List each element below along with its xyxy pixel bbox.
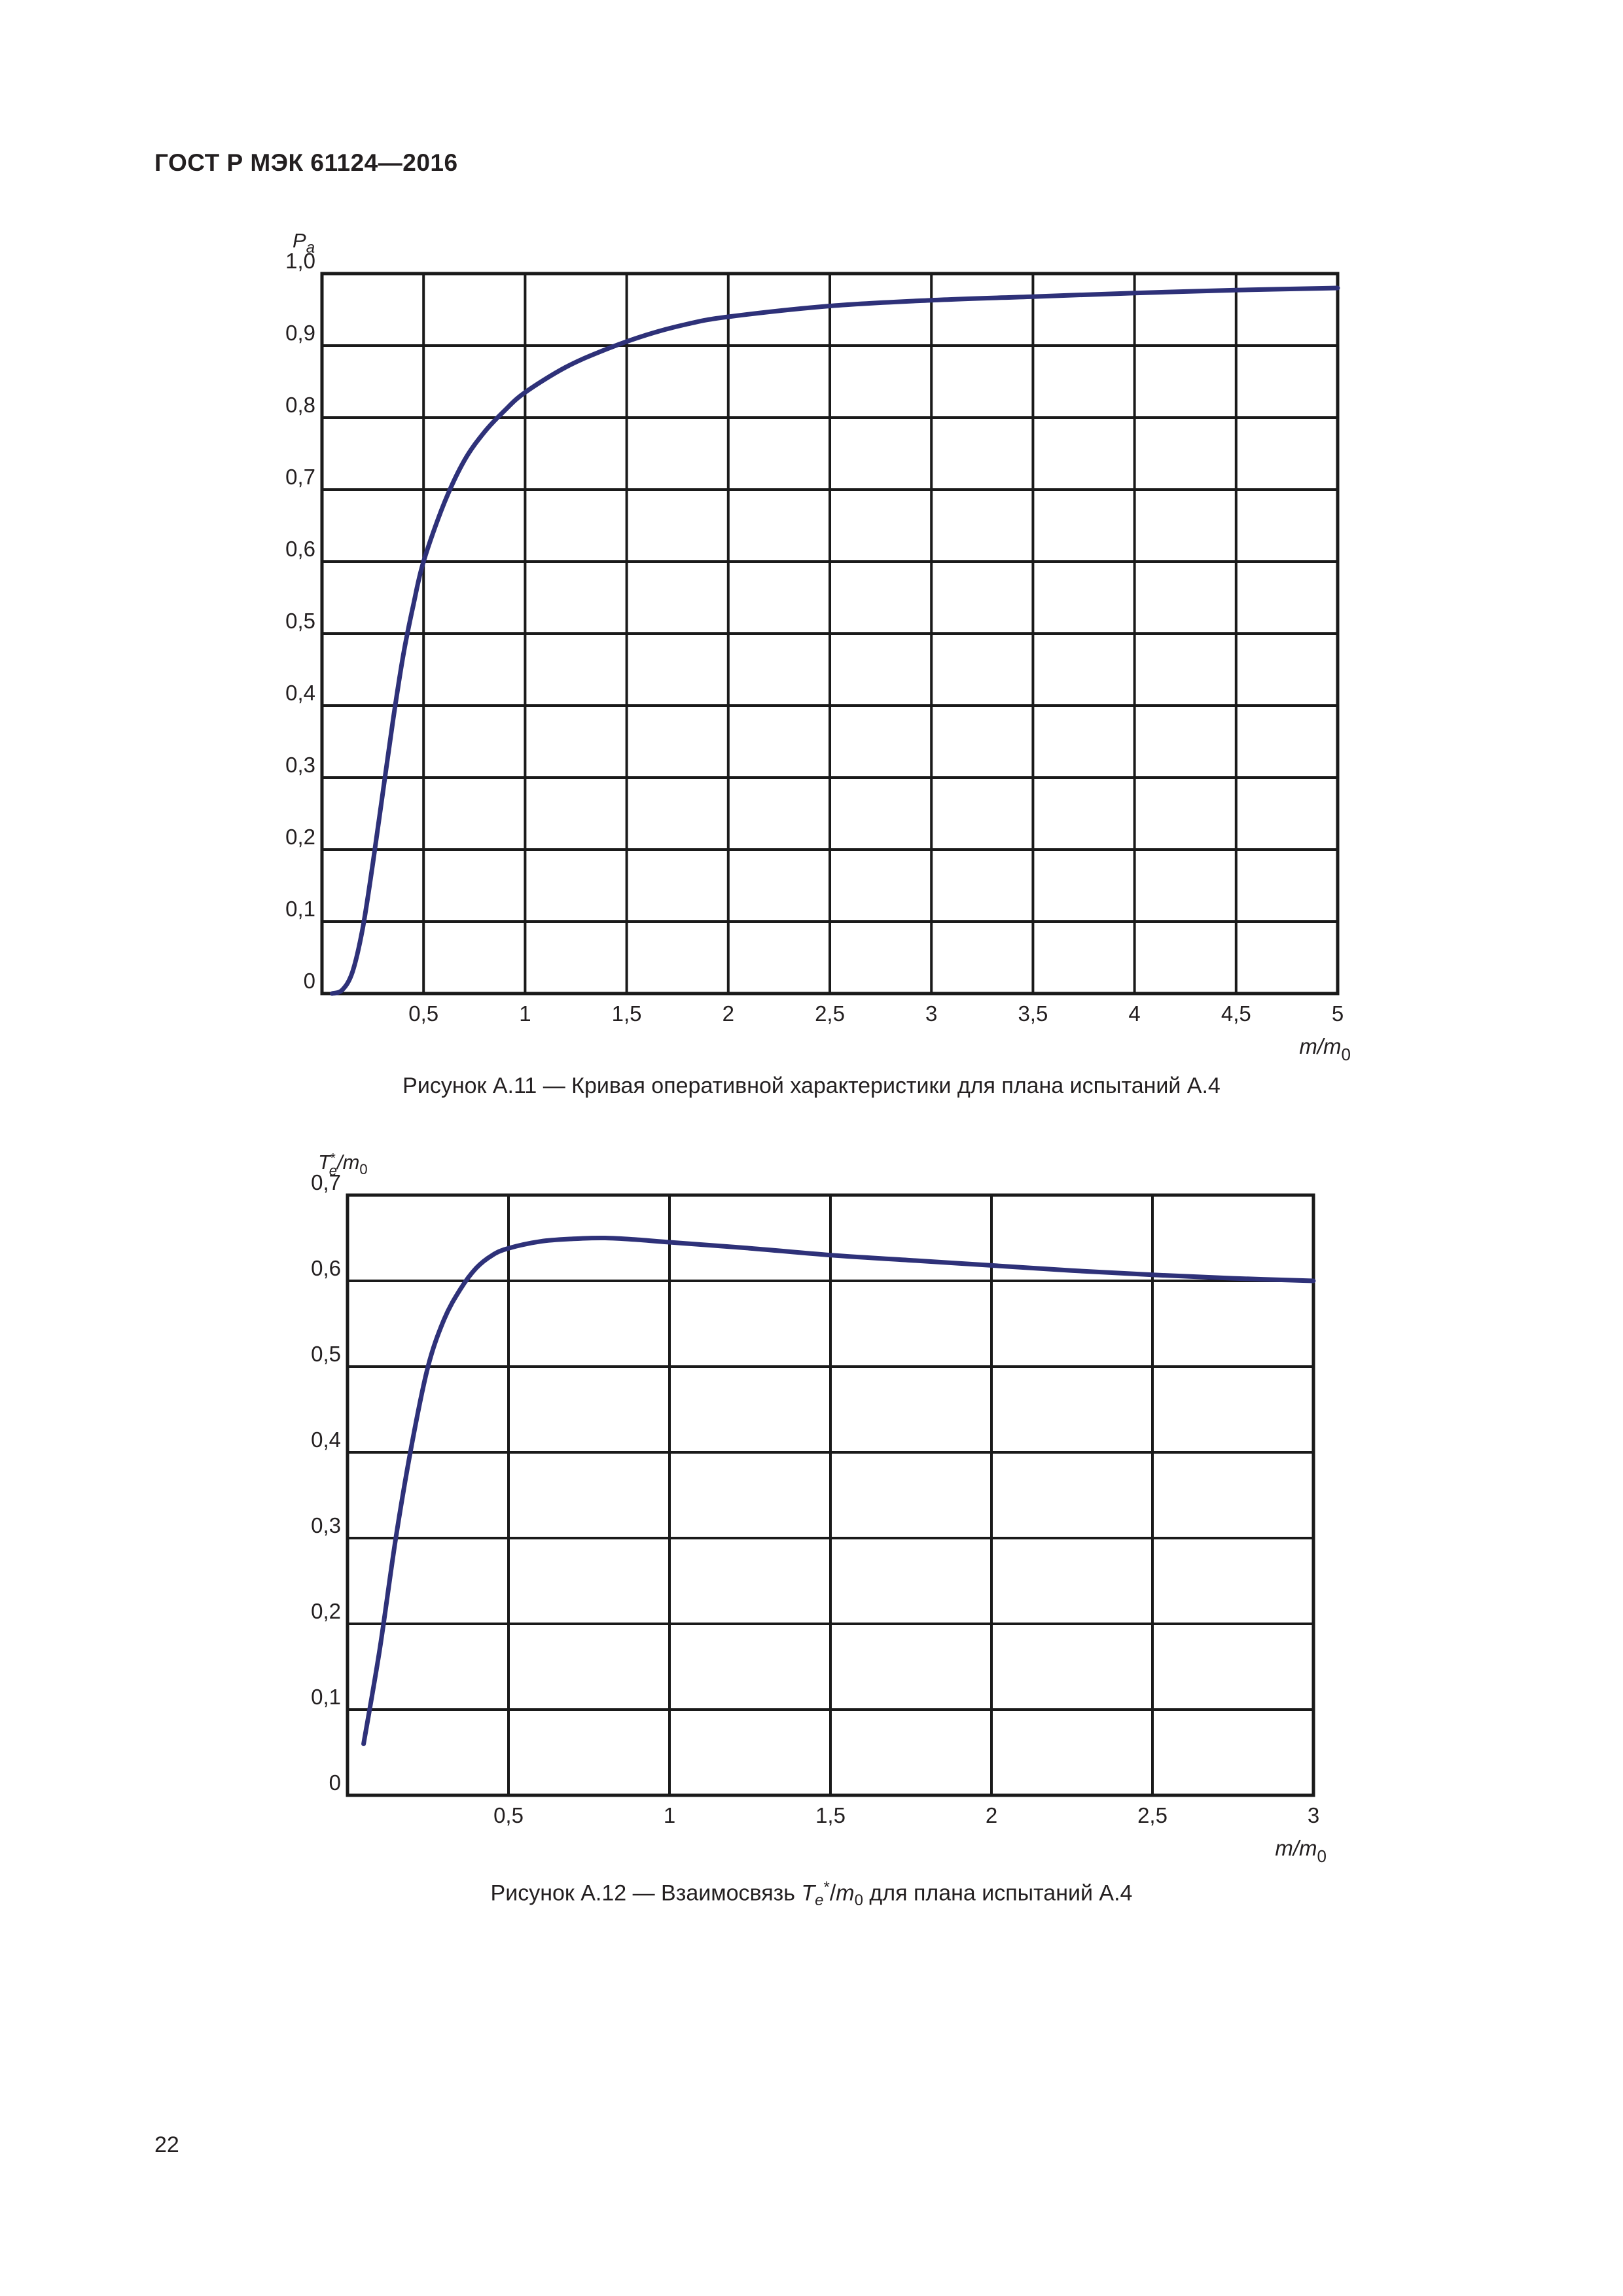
figure-a12-caption: Рисунок А.12 — Взаимосвязь Te*/m0 для пл… bbox=[0, 1878, 1623, 1910]
x-tick-label: 0,5 bbox=[493, 1803, 524, 1827]
chart-operating-characteristic: 0 0,1 0,2 0,3 0,4 0,5 0,6 0,7 0,8 0,9 1,0 0,5 1 1,5 2 2… bbox=[285, 229, 1351, 1064]
x-tick-label: 1,5 bbox=[815, 1803, 846, 1827]
x-axis-label-sub: 0 bbox=[1342, 1045, 1351, 1064]
y-tick-label: 0,3 bbox=[285, 753, 315, 777]
x-tick-label: 2 bbox=[986, 1803, 997, 1827]
y-tick-label: 0,2 bbox=[311, 1599, 341, 1623]
x-tick-label: 2,5 bbox=[1137, 1803, 1168, 1827]
y-axis-label: T* e/m0 bbox=[318, 1151, 368, 1179]
caption-suffix: для плана испытаний А.4 bbox=[863, 1880, 1133, 1906]
x-axis-label-sub: 0 bbox=[1317, 1846, 1327, 1866]
y-tick-label: 0,9 bbox=[285, 321, 315, 345]
x-axis-label-main: m/m bbox=[1299, 1034, 1341, 1058]
y-tick-label: 0,6 bbox=[311, 1256, 341, 1280]
x-tick-label: 1 bbox=[519, 1001, 531, 1026]
figure-a11-caption: Рисунок А.11 — Кривая оперативной характ… bbox=[402, 1073, 1221, 1098]
y-axis-label-rest-sub: 0 bbox=[359, 1161, 367, 1177]
y-tick-label: 0,5 bbox=[285, 609, 315, 633]
chart-te-ratio: 00,10,20,30,40,50,60,70,5 1 1,5 2 2,5 3m/m0T*… bbox=[311, 1151, 1327, 1866]
y-tick-label: 0,1 bbox=[285, 897, 315, 921]
x-tick-label: 4 bbox=[1128, 1001, 1140, 1026]
y-tick-label: 0,2 bbox=[285, 825, 315, 849]
y-axis-label-main: T bbox=[318, 1151, 332, 1174]
x-tick-label: 3 bbox=[1308, 1803, 1319, 1827]
y-tick-label: 0 bbox=[304, 969, 315, 993]
x-tick-label: 5 bbox=[1332, 1001, 1344, 1026]
y-tick-label: 1,0 bbox=[285, 249, 315, 273]
y-tick-label: 0,7 bbox=[311, 1170, 341, 1194]
y-tick-label: 0,6 bbox=[285, 537, 315, 561]
y-axis-label-sub: e bbox=[329, 1162, 337, 1179]
y-tick-label: 0 bbox=[329, 1770, 341, 1795]
caption-m: m bbox=[836, 1880, 855, 1906]
y-axis-label-sup: * bbox=[330, 1151, 336, 1166]
caption-var-sub: e bbox=[815, 1892, 824, 1910]
y-tick-label: 0,4 bbox=[285, 681, 315, 705]
series-line bbox=[361, 1235, 1316, 1746]
x-tick-label: 4,5 bbox=[1221, 1001, 1251, 1026]
x-tick-label: 3,5 bbox=[1018, 1001, 1048, 1026]
caption-prefix: Рисунок А.12 — Взаимосвязь bbox=[490, 1880, 802, 1906]
x-tick-label: 3 bbox=[925, 1001, 937, 1026]
grid bbox=[322, 272, 1339, 995]
caption-m-sub: 0 bbox=[854, 1892, 863, 1910]
caption-var: T bbox=[801, 1880, 815, 1906]
y-tick-label: 0,8 bbox=[285, 393, 315, 417]
x-axis-label: m/m0 bbox=[1275, 1836, 1327, 1866]
y-tick-label: 0,7 bbox=[285, 465, 315, 489]
x-tick-label: 2,5 bbox=[815, 1001, 845, 1026]
y-axis-label-sub: a bbox=[306, 239, 315, 257]
y-axis-label: Pa bbox=[293, 229, 315, 257]
y-tick-label: 0,1 bbox=[311, 1685, 341, 1709]
grid bbox=[348, 1194, 1315, 1797]
x-tick-label: 1,5 bbox=[612, 1001, 642, 1026]
x-axis-label-main: m/m bbox=[1275, 1836, 1317, 1860]
plot-frame bbox=[346, 1193, 1315, 1797]
figure-a12: 0 0,1 0,2 0,3 0,4 0,5 0,6 0,7 0,5 1 1,5 2 2,5 3 m/m0 T*… bbox=[0, 1126, 1623, 1950]
figure-a11: 0 0,1 0,2 0,3 0,4 0,5 0,6 0,7 0,8 0,9 1,0 0,5 1 1,5 2 2… bbox=[0, 209, 1623, 1098]
plot-frame bbox=[320, 272, 1340, 996]
caption-slash: / bbox=[829, 1880, 836, 1906]
y-tick-label: 0,4 bbox=[311, 1427, 341, 1452]
y-tick-label: 0,5 bbox=[311, 1342, 341, 1366]
x-tick-label: 2 bbox=[722, 1001, 734, 1026]
page-number: 22 bbox=[154, 2132, 179, 2157]
x-tick-label: 1 bbox=[664, 1803, 675, 1827]
document-header: ГОСТ Р МЭК 61124—2016 bbox=[154, 149, 458, 176]
x-axis-label: m/m0 bbox=[1299, 1034, 1351, 1064]
y-axis-label-main: P bbox=[293, 229, 306, 252]
series-line bbox=[330, 285, 1340, 996]
y-tick-label: 0,3 bbox=[311, 1513, 341, 1537]
caption-var-sup: * bbox=[823, 1878, 830, 1896]
x-tick-label: 0,5 bbox=[408, 1001, 438, 1026]
y-axis-label-rest: /m bbox=[336, 1151, 359, 1174]
